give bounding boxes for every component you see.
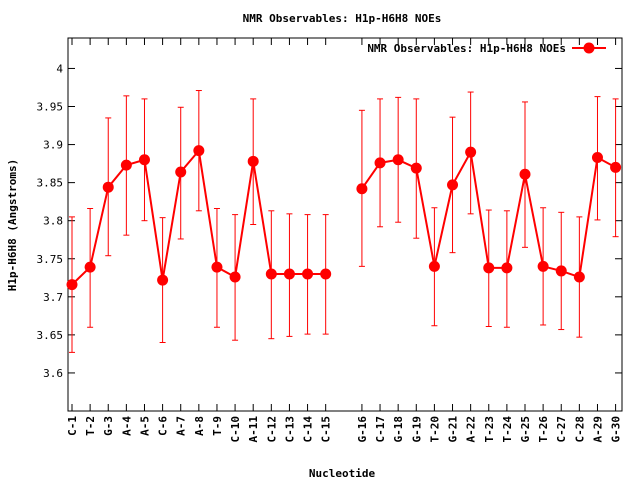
y-tick-label: 3.6 — [43, 367, 63, 380]
data-point — [229, 271, 241, 283]
data-point — [410, 162, 422, 174]
data-point — [320, 268, 332, 280]
x-tick-label: A-5 — [138, 416, 151, 436]
x-tick-label: G-18 — [392, 416, 405, 443]
legend-label: NMR Observables: H1p-H6H8 NOEs — [367, 42, 566, 55]
data-point — [447, 179, 459, 191]
x-tick-label: T-2 — [84, 416, 97, 436]
data-point — [465, 146, 477, 158]
data-point — [392, 154, 404, 166]
chart-title: NMR Observables: H1p-H6H8 NOEs — [243, 12, 442, 25]
legend: NMR Observables: H1p-H6H8 NOEs — [367, 42, 606, 55]
data-point — [120, 159, 132, 171]
x-tick-label: A-29 — [591, 416, 604, 443]
data-point — [302, 268, 314, 280]
x-tick-label: C-14 — [302, 416, 315, 443]
x-tick-label: T-26 — [537, 416, 550, 443]
x-tick-label: C-27 — [555, 416, 568, 443]
x-tick-label: C-13 — [283, 416, 296, 443]
plot-frame — [67, 37, 623, 412]
y-tick-label: 3.95 — [37, 101, 64, 114]
x-tick-label: A-8 — [193, 416, 206, 436]
y-tick-label: 3.65 — [37, 329, 64, 342]
data-point — [157, 274, 169, 286]
data-point — [175, 166, 187, 178]
y-tick-label: 3.9 — [43, 139, 63, 152]
x-tick-label: G-16 — [356, 416, 369, 443]
data-point — [138, 154, 150, 166]
x-axis-label: Nucleotide — [309, 467, 376, 480]
data-point — [283, 268, 295, 280]
y-tick-label: 3.75 — [37, 253, 64, 266]
y-tick-label: 3.8 — [43, 215, 63, 228]
data-point — [555, 265, 567, 277]
x-tick-label: A-7 — [175, 416, 188, 436]
x-tick-label: A-11 — [247, 416, 260, 443]
y-tick-label: 3.7 — [43, 291, 63, 304]
x-tick-label: T-20 — [428, 416, 441, 443]
y-tick-label: 4 — [56, 62, 63, 75]
data-point — [573, 271, 585, 283]
x-tick-label: C-12 — [265, 416, 278, 443]
x-tick-label: C-17 — [374, 416, 387, 443]
data-point — [591, 152, 603, 164]
x-tick-label: G-3 — [102, 416, 115, 436]
x-tick-label: C-28 — [573, 416, 586, 443]
data-point — [519, 168, 531, 180]
x-tick-label: C-6 — [157, 416, 170, 436]
x-tick-label: A-22 — [465, 416, 478, 443]
y-tick-label: 3.85 — [37, 177, 64, 190]
x-tick-label: C-15 — [320, 416, 333, 443]
x-tick-label: G-21 — [447, 416, 460, 443]
data-point — [428, 260, 440, 272]
x-tick-label: C-10 — [229, 416, 242, 443]
x-tick-label: A-4 — [120, 416, 133, 436]
data-point — [374, 157, 386, 169]
data-point — [356, 183, 368, 195]
data-point — [610, 161, 622, 173]
data-point — [102, 181, 114, 193]
x-tick-label: T-9 — [211, 416, 224, 436]
data-point — [265, 268, 277, 280]
y-axis-label: H1p-H6H8 (Angstroms) — [6, 159, 19, 291]
x-tick-label: C-1 — [66, 416, 79, 436]
data-point — [211, 261, 223, 273]
x-tick-label: G-25 — [519, 416, 532, 443]
data-point — [483, 262, 495, 274]
x-tick-label: G-30 — [610, 416, 623, 443]
legend-marker — [583, 42, 595, 54]
data-point — [537, 260, 549, 272]
x-tick-label: G-19 — [410, 416, 423, 443]
data-point — [66, 279, 78, 291]
data-point — [501, 262, 513, 274]
data-point — [247, 155, 259, 167]
x-tick-label: T-23 — [483, 416, 496, 443]
x-tick-label: T-24 — [501, 416, 514, 443]
data-point — [84, 261, 96, 273]
data-point — [193, 145, 205, 157]
